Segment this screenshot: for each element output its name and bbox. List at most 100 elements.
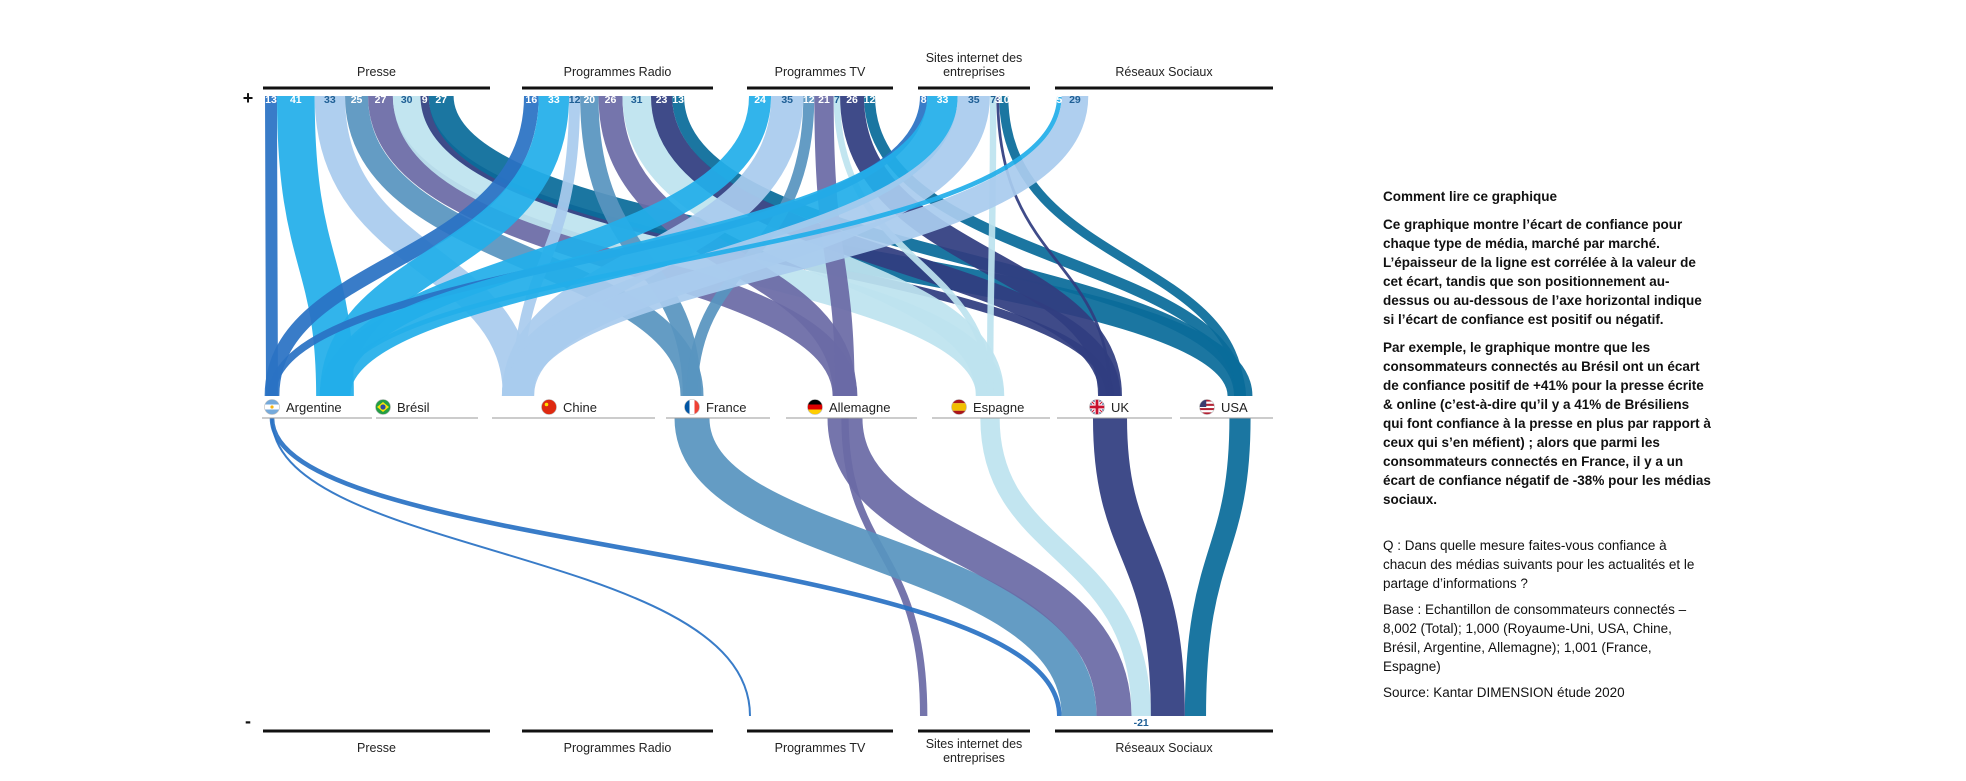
value-label-programmes-radio-espagne: 31 [631,94,643,106]
value-label-reseaux-sociaux-usa: -23 [1188,717,1203,729]
value-label-programmes-tv-chine: 35 [781,94,793,106]
country-label-chine: Chine [563,400,597,415]
bottom-label-programmes-radio: Programmes Radio [564,741,672,755]
value-label-sites-internet-des-entreprises-uk: 3 [995,94,1001,106]
guide-paragraph-1: Ce graphique montre l’écart de confiance… [1383,217,1702,327]
value-label-programmes-tv-allemagne: 21 [818,94,830,106]
reading-guide: Comment lire ce graphique Ce graphique m… [1383,188,1713,709]
axis-cell-bresil [376,396,478,418]
country-label-france: France [706,400,746,415]
guide-heading: Comment lire ce graphique [1383,189,1558,204]
flow-reseaux-sociaux-argentine [269,417,1062,717]
top-label-reseaux-sociaux: Réseaux Sociaux [1115,65,1213,79]
flag-us-icon [1199,399,1215,415]
value-label-sites-internet-des-entreprises-argentine: 8 [921,94,927,106]
value-label-presse-france: 25 [351,94,363,106]
value-label-reseaux-sociaux-bresil: 5 [1056,94,1062,106]
value-label-presse-uk: 9 [422,94,428,106]
country-label-uk: UK [1111,400,1129,415]
value-label-reseaux-sociaux-uk: -37 [1160,717,1175,729]
value-label-programmes-tv-usa: 12 [864,94,876,106]
flow-reseaux-sociaux-uk [1092,417,1185,717]
top-label-programmes-radio: Programmes Radio [564,65,672,79]
value-label-sites-internet-des-entreprises-bresil: 33 [937,94,949,106]
country-label-argentine: Argentine [286,400,342,415]
value-label-programmes-radio-usa: 13 [672,94,684,106]
value-label-programmes-radio-argentine: 16 [526,94,538,106]
country-axis: Argentine Brésil Chine France Allemagne Espag… [262,396,1273,419]
value-label-programmes-tv-uk: 26 [846,94,858,106]
value-label-reseaux-sociaux-argentine: -5 [1055,717,1064,729]
positive-sign: + [243,88,254,108]
country-label-usa: USA [1221,400,1248,415]
value-label-presse-argentine: 13 [265,94,277,106]
value-label-reseaux-sociaux-chine: 29 [1069,94,1081,106]
value-label-programmes-tv-espagne: 7 [834,94,840,106]
value-label-presse-bresil: 41 [290,94,302,106]
value-label-reseaux-sociaux-allemagne: -38 [1106,717,1121,729]
bottom-label-reseaux-sociaux: Réseaux Sociaux [1115,741,1213,755]
value-label-reseaux-sociaux-france: -38 [1071,717,1086,729]
flows [264,94,1253,718]
value-label-programmes-radio-allemagne: 26 [605,94,617,106]
media-headers: Presse Presse Programmes Radio Programmes R… [263,51,1273,765]
flag-es-icon [951,399,967,415]
value-label-reseaux-sociaux-espagne: -21 [1134,717,1149,729]
value-label-programmes-radio-uk: 23 [656,94,668,106]
flag-br-icon [375,399,391,415]
flow-sites-internet-des-entreprises-bresil [319,94,958,398]
flow-reseaux-sociaux-france [674,416,1097,718]
flag-ar-icon [264,399,280,415]
bottom-label-presse: Presse [357,741,396,755]
axis-cell-uk [1057,396,1172,418]
flow-reseaux-sociaux-usa [1184,417,1251,717]
flow-sites-internet-des-entreprises-espagne [986,95,997,397]
guide-paragraph-2: Par exemple, le graphique montre que les… [1383,340,1711,507]
flow-programmes-radio-argentine [264,95,539,397]
value-label-presse-chine: 33 [324,94,336,106]
negative-sign: - [245,711,251,731]
survey-base: Base : Echantillon de consommateurs conn… [1383,602,1687,674]
flow-presse-argentine [265,95,278,397]
flag-de-icon [807,399,823,415]
flow-reseaux-sociaux-allemagne [827,417,1132,717]
value-label-sites-internet-des-entreprises-espagne: 7 [990,94,996,106]
value-label-presse-usa: 27 [435,94,447,106]
bottom-label-sites-internet-des-entreprises: Sites internet des entreprises [926,737,1023,765]
flow-programmes-tv-espagne [833,95,994,397]
flow-reseaux-sociaux-chine [504,94,1089,398]
flow-sites-internet-des-entreprises-usa [999,95,1245,397]
value-labels: 13 41 33 25 27 30 9 27 16 33 12 20 26 31 23 13 24 35 12 21 7… [265,94,1203,729]
value-label-programmes-radio-france: 20 [583,94,595,106]
value-label-programmes-radio-chine: 12 [569,94,581,106]
flow-programmes-tv-uk [840,95,1122,397]
survey-source: Source: Kantar DIMENSION étude 2020 [1383,685,1625,700]
flag-cn-icon [541,399,557,415]
value-label-presse-allemagne: 27 [375,94,387,106]
axis-cell-argentine [262,396,372,418]
axis-cell-chine [492,396,655,418]
top-label-sites-internet-des-entreprises: Sites internet des entreprises [926,51,1023,79]
top-label-presse: Presse [357,65,396,79]
value-label-programmes-radio-bresil: 33 [548,94,560,106]
value-label-programmes-tv-argentine: -2 [745,717,754,729]
country-label-espagne: Espagne [973,400,1024,415]
country-label-bresil: Brésil [397,400,430,415]
flow-sites-internet-des-entreprises-uk [996,95,1112,397]
value-label-programmes-tv-france: 12 [803,94,815,106]
flow-reseaux-sociaux-espagne [980,417,1151,717]
value-label-sites-internet-des-entreprises-chine: 35 [968,94,980,106]
flag-uk-icon [1089,399,1105,415]
top-label-programmes-tv: Programmes TV [775,65,866,79]
bottom-label-programmes-tv: Programmes TV [775,741,866,755]
country-label-allemagne: Allemagne [829,400,890,415]
value-label-presse-espagne: 30 [401,94,413,106]
survey-question: Q : Dans quelle mesure faites-vous confi… [1383,538,1695,591]
flow-reseaux-sociaux-bresil [332,95,1062,397]
flag-fr-icon [684,399,700,415]
value-label-programmes-tv-bresil: 24 [754,94,766,106]
flow-programmes-tv-argentine [271,417,751,717]
value-label-sites-internet-des-entreprises-usa: 10 [998,94,1010,106]
value-label-sites-internet-des-entreprises-allemagne: -8 [919,717,928,729]
